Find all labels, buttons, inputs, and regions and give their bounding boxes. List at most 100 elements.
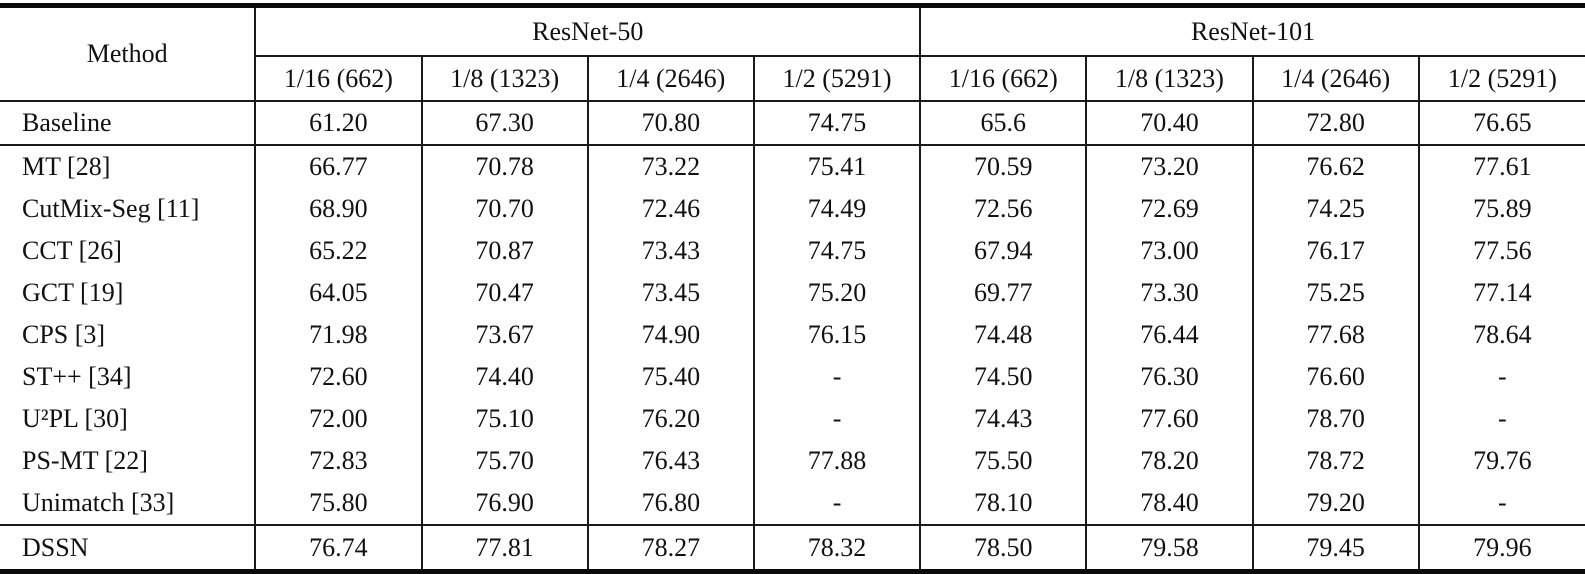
method-cell: ST++ [34] xyxy=(22,362,132,391)
value-cell: 79.76 xyxy=(1417,440,1585,482)
value-cell: 67.94 xyxy=(919,230,1087,272)
value-cell: 76.60 xyxy=(1251,356,1419,398)
value-cell: 72.69 xyxy=(1085,188,1253,230)
group-header-resnet50: ResNet-50 xyxy=(254,5,921,57)
value-cell: - xyxy=(752,482,921,525)
value-cell: 70.87 xyxy=(420,230,588,272)
value-cell: 68.90 xyxy=(254,188,422,230)
value-cell: 67.30 xyxy=(420,101,588,146)
value-cell: 74.90 xyxy=(586,314,754,356)
value-cell: - xyxy=(752,356,921,398)
table-row: ST++ [34] 72.60 74.40 75.40-74.50 76.30 76.60… xyxy=(0,356,1585,398)
value-cell: 73.67 xyxy=(420,314,588,356)
value-cell: 76.74 xyxy=(254,524,422,572)
value-cell: 77.14 xyxy=(1417,272,1585,314)
value-cell: - xyxy=(752,398,921,440)
subheader-r101-1-8: 1/8 (1323) xyxy=(1085,56,1253,102)
value-cell: 75.80 xyxy=(254,482,422,525)
value-cell: 72.80 xyxy=(1251,101,1419,146)
value-cell: 74.25 xyxy=(1251,188,1419,230)
value-cell: 73.45 xyxy=(586,272,754,314)
value-cell: 75.10 xyxy=(420,398,588,440)
value-cell: 75.50 xyxy=(919,440,1087,482)
value-cell: 72.00 xyxy=(254,398,422,440)
value-cell: 65.22 xyxy=(254,230,422,272)
value-cell: 75.41 xyxy=(752,145,921,188)
subheader-r101-1-2: 1/2 (5291) xyxy=(1417,56,1585,102)
value-cell: 77.61 xyxy=(1417,145,1585,188)
value-cell: 78.40 xyxy=(1085,482,1253,525)
value-cell: 74.49 xyxy=(752,188,921,230)
value-cell: 76.62 xyxy=(1251,145,1419,188)
value-cell: - xyxy=(1417,356,1585,398)
value-cell: 78.10 xyxy=(919,482,1087,525)
method-cell: DSSN xyxy=(0,524,256,572)
value-cell: 76.17 xyxy=(1251,230,1419,272)
method-cell: U²PL [30] xyxy=(22,404,128,433)
value-cell: 76.80 xyxy=(586,482,754,525)
value-cell: 74.50 xyxy=(919,356,1087,398)
method-cell: Unimatch [33] xyxy=(22,488,175,517)
value-cell: 73.20 xyxy=(1085,145,1253,188)
value-cell: 75.20 xyxy=(752,272,921,314)
table-row: U²PL [30] 72.00 75.10 76.20-74.43 77.60 78.70… xyxy=(0,398,1585,440)
value-cell: 76.65 xyxy=(1417,101,1585,146)
value-cell: 71.98 xyxy=(254,314,422,356)
value-cell: 77.88 xyxy=(752,440,921,482)
value-cell: 74.75 xyxy=(752,230,921,272)
value-cell: 74.75 xyxy=(752,101,921,146)
subheader-r101-1-16: 1/16 (662) xyxy=(919,56,1087,102)
table-row: CutMix-Seg [11] 68.90 70.70 72.46 74.49 72.56… xyxy=(0,188,1585,230)
value-cell: 77.56 xyxy=(1417,230,1585,272)
value-cell: 76.20 xyxy=(586,398,754,440)
value-cell: 72.56 xyxy=(919,188,1087,230)
value-cell: 78.50 xyxy=(919,524,1087,572)
value-cell: 70.80 xyxy=(586,101,754,146)
value-cell: 78.70 xyxy=(1251,398,1419,440)
value-cell: - xyxy=(1417,482,1585,525)
table-row: Baseline 61.20 67.30 70.80 74.75 65.6 70.40 72.… xyxy=(0,101,1585,146)
table-row: CPS [3] 71.98 73.67 74.90 76.15 74.48 76.44 77.… xyxy=(0,314,1585,356)
table-row: GCT [19] 64.05 70.47 73.45 75.20 69.77 73.30 75… xyxy=(0,272,1585,314)
subheader-r50-1-4: 1/4 (2646) xyxy=(586,56,754,102)
table-row: PS-MT [22] 72.83 75.70 76.43 77.88 75.50 78.20… xyxy=(0,440,1585,482)
value-cell: 75.25 xyxy=(1251,272,1419,314)
value-cell: 69.77 xyxy=(919,272,1087,314)
method-cell: MT [28] xyxy=(22,152,111,181)
value-cell: 64.05 xyxy=(254,272,422,314)
method-cell: PS-MT [22] xyxy=(22,446,148,475)
value-cell: 78.72 xyxy=(1251,440,1419,482)
value-cell: 73.00 xyxy=(1085,230,1253,272)
method-cell: Baseline xyxy=(0,101,256,146)
value-cell: 76.15 xyxy=(752,314,921,356)
value-cell: 72.60 xyxy=(254,356,422,398)
method-cell: GCT [19] xyxy=(22,278,124,307)
group-header-resnet101: ResNet-101 xyxy=(919,5,1585,57)
value-cell: 76.43 xyxy=(586,440,754,482)
value-cell: 66.77 xyxy=(254,145,422,188)
method-column-header: Method xyxy=(0,5,257,102)
method-cell: CPS [3] xyxy=(22,320,106,349)
subheader-r50-1-16: 1/16 (662) xyxy=(254,56,422,102)
value-cell: 61.20 xyxy=(254,101,422,146)
value-cell: 73.43 xyxy=(586,230,754,272)
value-cell: 78.20 xyxy=(1085,440,1253,482)
value-cell: 70.70 xyxy=(420,188,588,230)
group-header-row: Method ResNet-50 ResNet-101 xyxy=(0,5,1585,102)
value-cell: 77.68 xyxy=(1251,314,1419,356)
subheader-r101-1-4: 1/4 (2646) xyxy=(1251,56,1419,102)
value-cell: - xyxy=(1417,398,1585,440)
subheader-r50-1-2: 1/2 (5291) xyxy=(752,56,921,102)
method-cell: CutMix-Seg [11] xyxy=(22,194,200,223)
value-cell: 74.48 xyxy=(919,314,1087,356)
table-row: CCT [26] 65.22 70.87 73.43 74.75 67.94 73.00 76… xyxy=(0,230,1585,272)
value-cell: 78.64 xyxy=(1417,314,1585,356)
value-cell: 76.90 xyxy=(420,482,588,525)
value-cell: 74.43 xyxy=(919,398,1087,440)
value-cell: 76.30 xyxy=(1085,356,1253,398)
table-row: Unimatch [33] 75.80 76.90 76.80-78.10 78.40 7… xyxy=(0,482,1585,525)
subheader-r50-1-8: 1/8 (1323) xyxy=(420,56,588,102)
value-cell: 79.58 xyxy=(1085,524,1253,572)
value-cell: 78.32 xyxy=(752,524,921,572)
